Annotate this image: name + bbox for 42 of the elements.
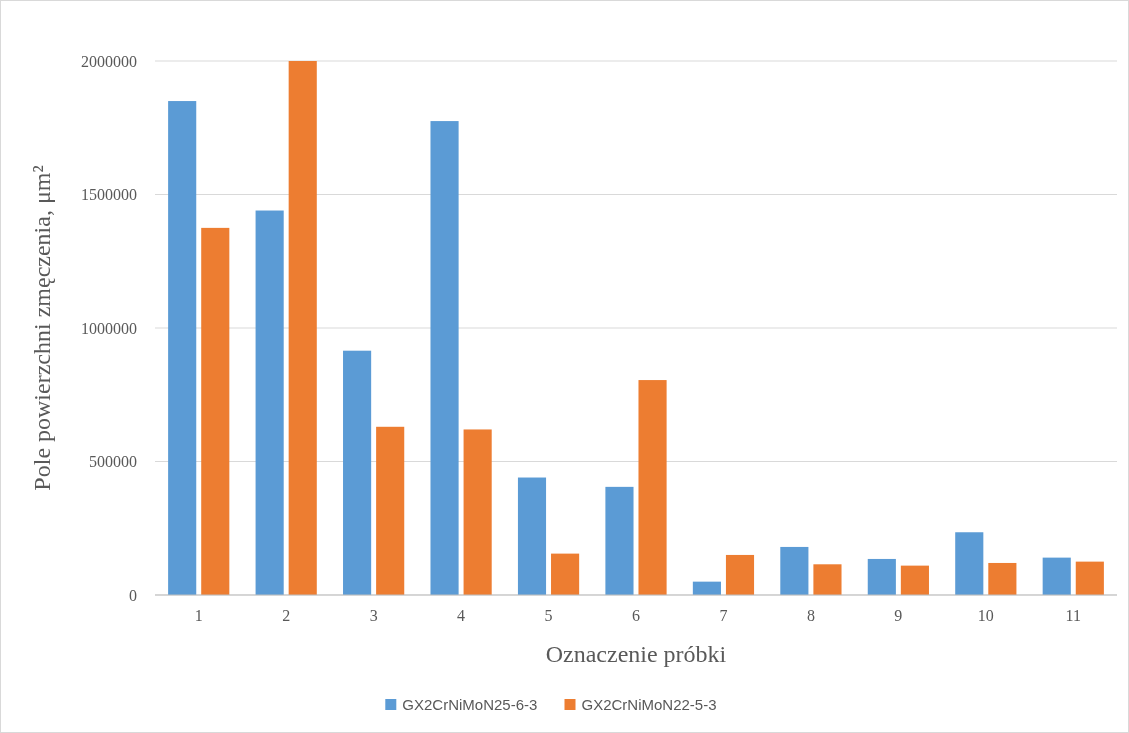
bar (168, 101, 197, 595)
bar (605, 486, 634, 595)
bar (430, 121, 459, 595)
bar (955, 532, 984, 595)
bar (1075, 561, 1104, 595)
bar (551, 553, 580, 595)
y-tick-label: 1000000 (81, 319, 137, 337)
x-tick-label: 4 (457, 607, 466, 624)
bar (692, 581, 721, 595)
bar (725, 554, 755, 595)
x-tick-label: 7 (719, 607, 728, 624)
bar (463, 429, 492, 595)
x-tick-label: 3 (369, 607, 378, 624)
x-tick-label: 8 (806, 607, 815, 624)
bar (343, 350, 372, 595)
bar (780, 546, 809, 595)
y-tick-label: 0 (129, 586, 137, 604)
x-tick-label: 11 (1065, 607, 1081, 624)
bar (813, 564, 842, 595)
x-tick-label: 1 (194, 607, 203, 624)
x-tick-label: 6 (632, 607, 640, 624)
legend-label: GX2CrNiMoN22-5-3 (581, 696, 717, 713)
x-tick-label: 9 (894, 607, 903, 624)
bar (900, 565, 929, 595)
bar (517, 477, 547, 595)
bar (988, 562, 1017, 595)
y-tick-label: 1500000 (81, 186, 137, 204)
bar (288, 61, 317, 595)
x-tick-label: 5 (544, 607, 553, 624)
bar (638, 380, 667, 595)
bar (255, 210, 284, 595)
bar (376, 426, 405, 595)
bar (867, 558, 896, 595)
x-axis-title: Oznaczenie próbki (545, 641, 727, 667)
y-axis-title: Pole powierzchni zmęczenia, μm² (29, 165, 55, 491)
bar (201, 227, 230, 595)
bar (1042, 557, 1071, 595)
y-tick-label: 500000 (89, 453, 137, 471)
x-tick-label: 2 (282, 607, 291, 624)
legend-label: GX2CrNiMoN25-6-3 (402, 696, 538, 713)
x-tick-label: 10 (977, 607, 994, 624)
y-tick-label: 2000000 (81, 52, 137, 70)
